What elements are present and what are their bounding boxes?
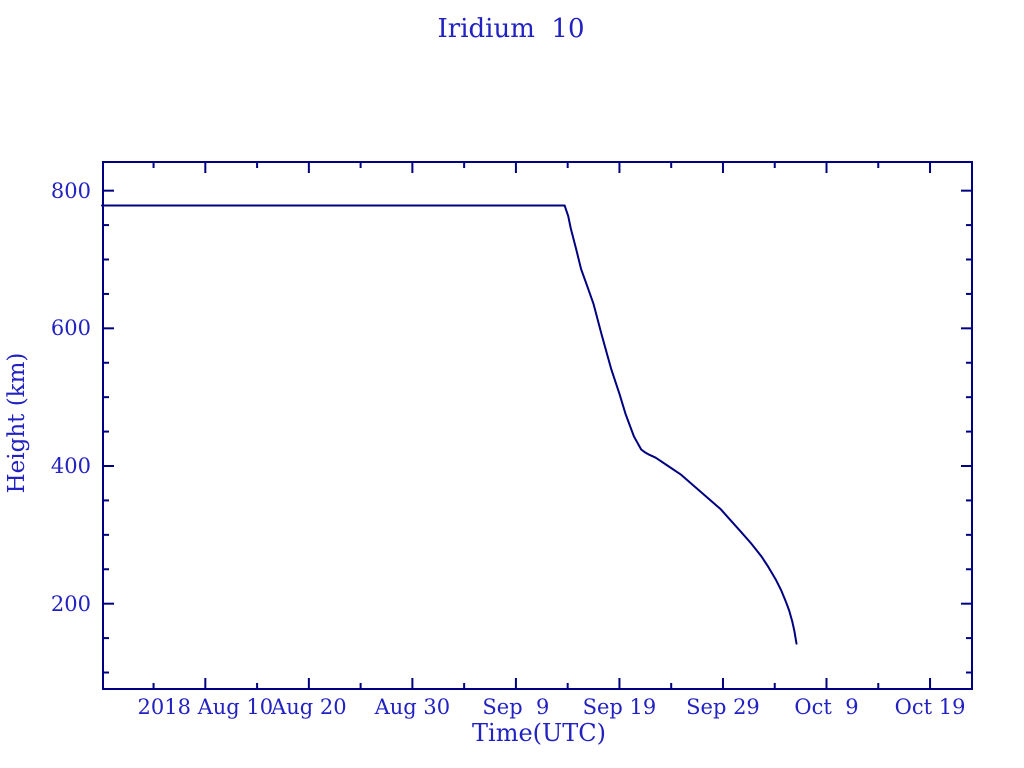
x-tick-label: Oct 19 bbox=[894, 695, 966, 719]
y-tick-label: 600 bbox=[50, 316, 91, 341]
y-tick-label: 200 bbox=[50, 591, 91, 616]
y-axis-title: Height (km) bbox=[4, 352, 30, 494]
x-tick-label: 2018 Aug 10 bbox=[137, 695, 274, 719]
height-curve bbox=[101, 204, 798, 645]
chart-title: Iridium 10 bbox=[437, 14, 585, 44]
x-tick-label: Sep 19 bbox=[582, 695, 657, 719]
y-tick-label: 800 bbox=[50, 178, 91, 203]
plot-frame bbox=[102, 161, 973, 690]
x-tick-label: Aug 30 bbox=[374, 695, 451, 719]
x-tick-label: Aug 20 bbox=[271, 695, 347, 719]
x-axis-title: Time(UTC) bbox=[472, 719, 606, 747]
y-tick-label: 400 bbox=[50, 454, 91, 478]
x-tick-label: Sep 29 bbox=[686, 695, 760, 719]
x-tick-label: Sep 9 bbox=[482, 695, 550, 719]
x-tick-label: Oct 9 bbox=[794, 695, 859, 719]
